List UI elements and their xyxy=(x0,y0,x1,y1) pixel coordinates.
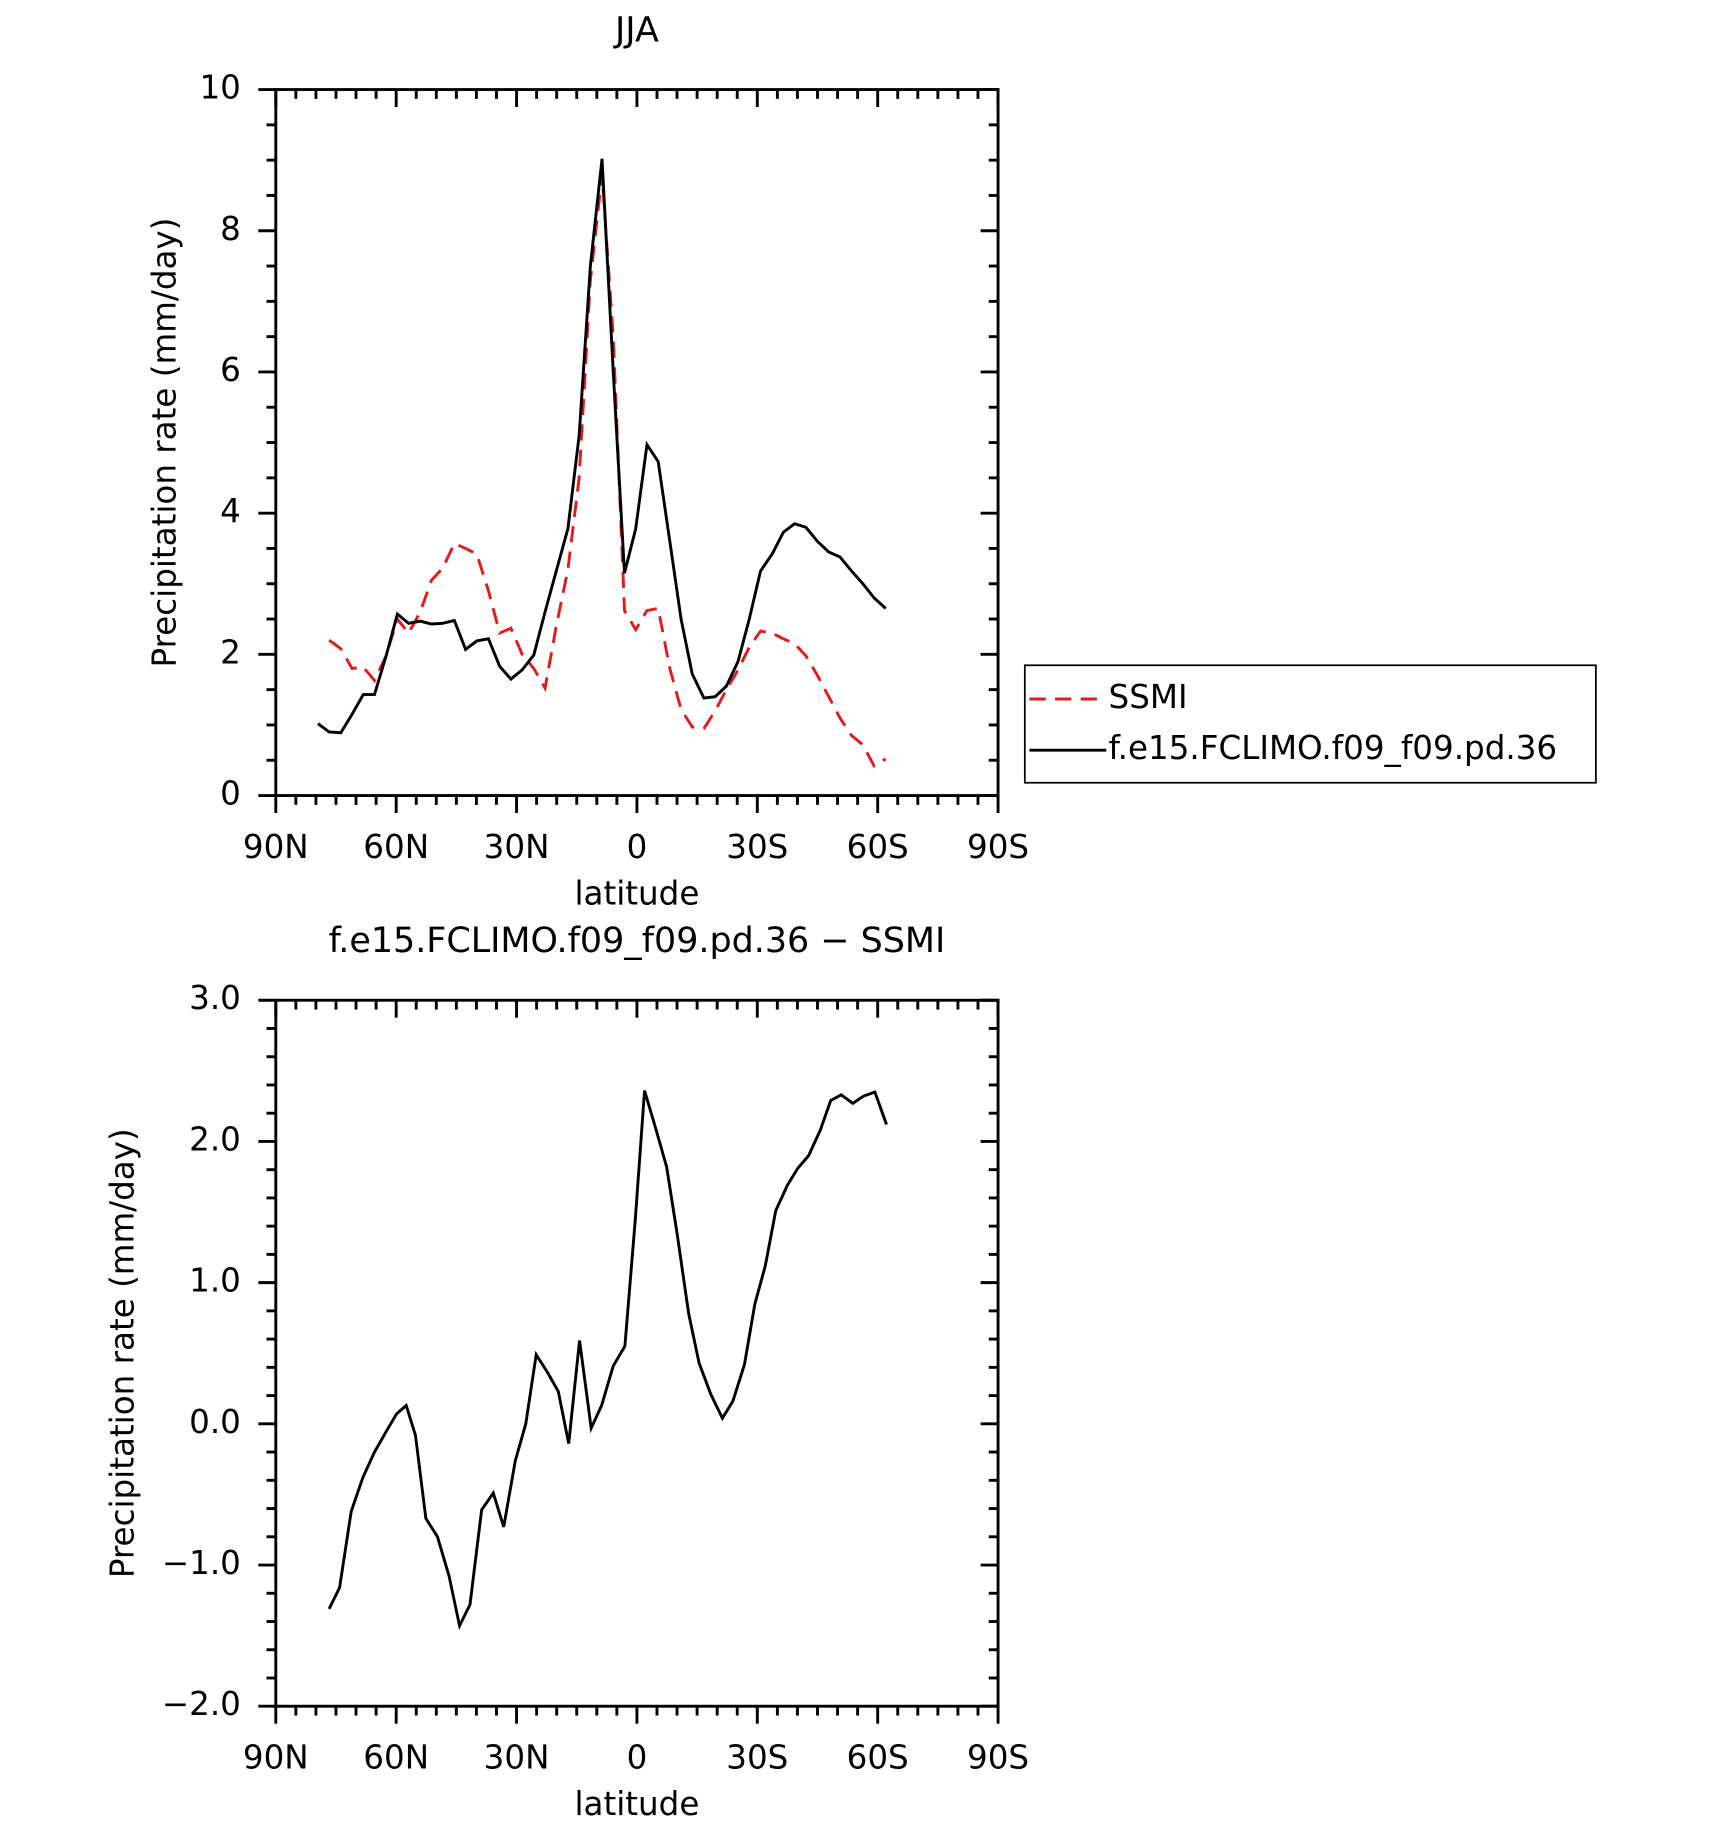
y-tick-label: 8 xyxy=(220,210,241,248)
y-tick-label: −1.0 xyxy=(162,1544,241,1582)
chart-title: JJA xyxy=(613,10,659,50)
y-tick-label: 2.0 xyxy=(189,1120,241,1158)
data-line xyxy=(327,1090,888,1631)
x-tick-label: 0 xyxy=(627,1739,648,1777)
y-tick-label: 1.0 xyxy=(189,1262,241,1300)
x-tick-label: 60S xyxy=(847,828,909,866)
x-tick-label: 60N xyxy=(363,828,429,866)
x-tick-label: 30N xyxy=(484,828,550,866)
y-tick-label: 3.0 xyxy=(189,979,241,1017)
x-tick-label: 0 xyxy=(627,828,648,866)
x-tick-label: 90N xyxy=(243,1739,309,1777)
legend-label: SSMI xyxy=(1109,678,1188,716)
x-tick-label: 30S xyxy=(726,828,788,866)
x-tick-label: 90S xyxy=(967,828,1029,866)
x-tick-label: 30N xyxy=(484,1739,550,1777)
y-tick-label: 0 xyxy=(220,775,241,813)
chart-title: f.e15.FCLIMO.f09_f09.pd.36 − SSMI xyxy=(329,921,946,961)
legend-label: f.e15.FCLIMO.f09_f09.pd.36 xyxy=(1109,729,1558,767)
x-axis-label: latitude xyxy=(574,875,699,913)
x-tick-label: 90N xyxy=(243,828,309,866)
y-tick-label: 0.0 xyxy=(189,1403,241,1441)
data-line xyxy=(317,158,887,735)
x-tick-label: 30S xyxy=(726,1739,788,1777)
x-axis-label: latitude xyxy=(574,1785,699,1823)
legend-box xyxy=(1023,664,1597,784)
y-tick-label: 10 xyxy=(199,69,240,107)
x-tick-label: 60N xyxy=(363,1739,429,1777)
y-axis-label: Precipitation rate (mm/day) xyxy=(145,218,183,668)
y-axis-label: Precipitation rate (mm/day) xyxy=(104,1128,142,1578)
y-tick-label: −2.0 xyxy=(162,1685,241,1723)
x-tick-label: 90S xyxy=(967,1739,1029,1777)
y-tick-label: 6 xyxy=(220,351,241,389)
x-tick-label: 60S xyxy=(847,1739,909,1777)
plot-frame xyxy=(274,998,1000,1708)
y-tick-label: 4 xyxy=(220,492,241,530)
plot-frame xyxy=(274,88,1000,797)
y-tick-label: 2 xyxy=(220,633,241,671)
